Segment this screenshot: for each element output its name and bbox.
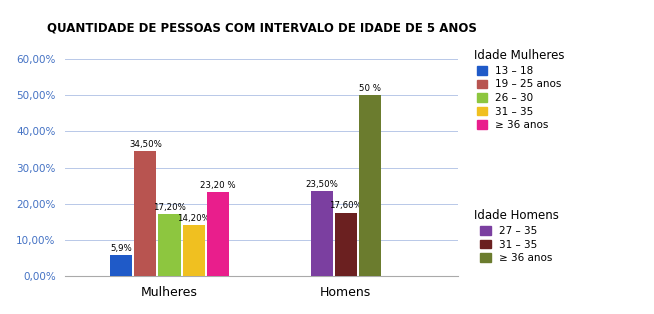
Text: 34,50%: 34,50% xyxy=(129,140,162,149)
Text: 14,20%: 14,20% xyxy=(177,214,210,223)
Text: 17,20%: 17,20% xyxy=(153,203,186,212)
Legend: 27 – 35, 31 – 35, ≥ 36 anos: 27 – 35, 31 – 35, ≥ 36 anos xyxy=(471,206,562,266)
Text: 23,20 %: 23,20 % xyxy=(199,181,235,190)
Bar xyxy=(335,213,356,276)
Text: 50 %: 50 % xyxy=(358,84,381,93)
Bar xyxy=(207,192,228,276)
Bar xyxy=(358,95,381,276)
Bar xyxy=(111,255,133,276)
Bar xyxy=(182,225,205,276)
Text: 23,50%: 23,50% xyxy=(305,180,338,189)
Bar xyxy=(158,214,181,276)
Bar xyxy=(311,191,333,276)
Title: QUANTIDADE DE PESSOAS COM INTERVALO DE IDADE DE 5 ANOS: QUANTIDADE DE PESSOAS COM INTERVALO DE I… xyxy=(46,21,477,34)
Text: 17,60%: 17,60% xyxy=(329,201,362,210)
Text: 5,9%: 5,9% xyxy=(111,244,132,253)
Bar xyxy=(135,151,156,276)
